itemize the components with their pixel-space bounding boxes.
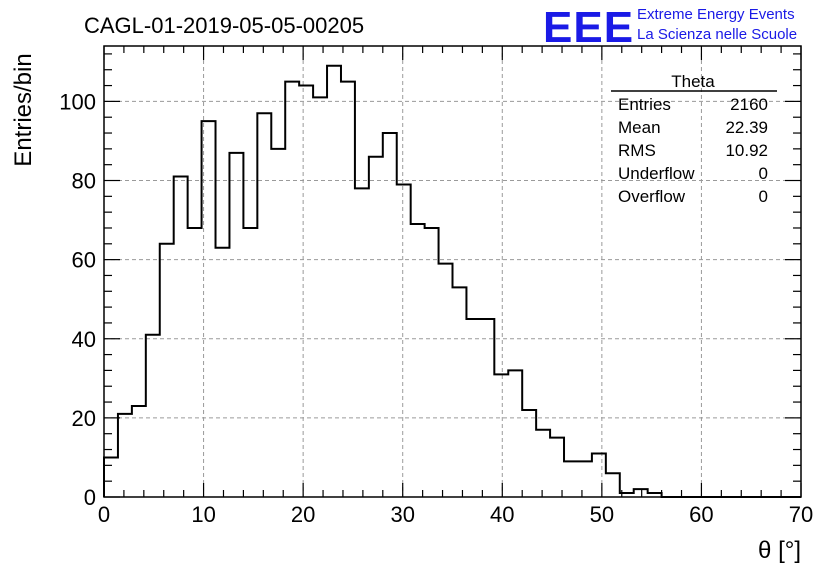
y-tick-labels: 0 20 40 60 80 100 bbox=[59, 89, 96, 510]
stats-label: Overflow bbox=[618, 187, 686, 206]
eee-logo: EEE Extreme Energy Events La Scienza nel… bbox=[543, 3, 797, 52]
logo-mark: EEE bbox=[543, 3, 634, 52]
histogram-outline bbox=[103, 64, 801, 498]
stats-value: 0 bbox=[759, 164, 768, 183]
histogram-bin bbox=[634, 489, 648, 497]
stats-label: Mean bbox=[618, 118, 661, 137]
y-axis-label: Entries/bin bbox=[10, 53, 37, 166]
histogram-bin bbox=[216, 248, 230, 497]
histogram-bin bbox=[229, 153, 243, 497]
histogram-bin bbox=[341, 82, 355, 497]
histogram-bin bbox=[383, 133, 397, 497]
histogram-bin bbox=[536, 430, 550, 497]
x-tick-label: 30 bbox=[390, 502, 414, 527]
chart-title: CAGL-01-2019-05-05-00205 bbox=[84, 13, 364, 38]
histogram-bin bbox=[564, 461, 578, 497]
histogram-bin bbox=[411, 224, 425, 497]
grid-lines bbox=[104, 46, 801, 497]
histogram-bin bbox=[313, 97, 327, 497]
y-tick-label: 60 bbox=[72, 248, 96, 273]
histogram-bin bbox=[578, 461, 592, 497]
histogram-bin bbox=[453, 287, 467, 497]
histogram-bin bbox=[397, 184, 411, 497]
x-tick-label: 70 bbox=[789, 502, 813, 527]
histogram-bin bbox=[327, 66, 341, 497]
histogram-bin bbox=[257, 113, 271, 497]
histogram-bin bbox=[160, 244, 174, 497]
x-tick-labels: 0 10 20 30 40 50 60 70 bbox=[98, 502, 813, 527]
histogram-bin bbox=[271, 149, 285, 497]
histogram-bin bbox=[425, 228, 439, 497]
histogram-bin bbox=[285, 82, 299, 497]
y-tick-label: 0 bbox=[84, 485, 96, 510]
y-tick-label: 20 bbox=[72, 406, 96, 431]
logo-line-1: Extreme Energy Events bbox=[637, 6, 795, 23]
stats-value: 22.39 bbox=[725, 118, 768, 137]
histogram-bin bbox=[466, 319, 480, 497]
histogram-bin bbox=[508, 370, 522, 497]
histogram-bin bbox=[104, 457, 118, 497]
x-tick-label: 40 bbox=[490, 502, 514, 527]
histogram-bins bbox=[104, 66, 662, 497]
stats-label: Entries bbox=[618, 95, 671, 114]
histogram-bin bbox=[480, 319, 494, 497]
logo-line-2: La Scienza nelle Scuole bbox=[637, 26, 797, 43]
x-tick-label: 20 bbox=[291, 502, 315, 527]
histogram-bin bbox=[522, 410, 536, 497]
y-tick-label: 40 bbox=[72, 327, 96, 352]
stats-label: RMS bbox=[618, 141, 656, 160]
x-tick-label: 0 bbox=[98, 502, 110, 527]
stats-label: Underflow bbox=[618, 164, 695, 183]
histogram-bin bbox=[146, 335, 160, 497]
histogram-bin bbox=[118, 414, 132, 497]
x-tick-label: 60 bbox=[689, 502, 713, 527]
histogram-bin bbox=[369, 157, 383, 497]
histogram-bin bbox=[174, 177, 188, 497]
histogram-bin bbox=[132, 406, 146, 497]
histogram-bin bbox=[592, 453, 606, 497]
histogram-bin bbox=[243, 228, 257, 497]
stats-value: 0 bbox=[759, 187, 768, 206]
x-tick-label: 10 bbox=[191, 502, 215, 527]
y-tick-label: 100 bbox=[59, 89, 96, 114]
histogram-bin bbox=[439, 264, 453, 497]
stats-box: Theta Entries 2160 Mean 22.39 RMS 10.92 Underf… bbox=[611, 72, 777, 206]
stats-value: 2160 bbox=[730, 95, 768, 114]
stats-value: 10.92 bbox=[725, 141, 768, 160]
plot-frame bbox=[103, 45, 802, 498]
x-axis-label: θ [°] bbox=[758, 537, 801, 564]
histogram-bin bbox=[550, 438, 564, 497]
histogram-bin bbox=[606, 473, 620, 497]
histogram-bin bbox=[188, 228, 202, 497]
histogram-bin bbox=[299, 86, 313, 497]
x-tick-label: 50 bbox=[590, 502, 614, 527]
histogram-bin bbox=[355, 188, 369, 497]
histogram-bin bbox=[494, 374, 508, 497]
y-tick-label: 80 bbox=[72, 169, 96, 194]
stats-title: Theta bbox=[671, 72, 715, 91]
